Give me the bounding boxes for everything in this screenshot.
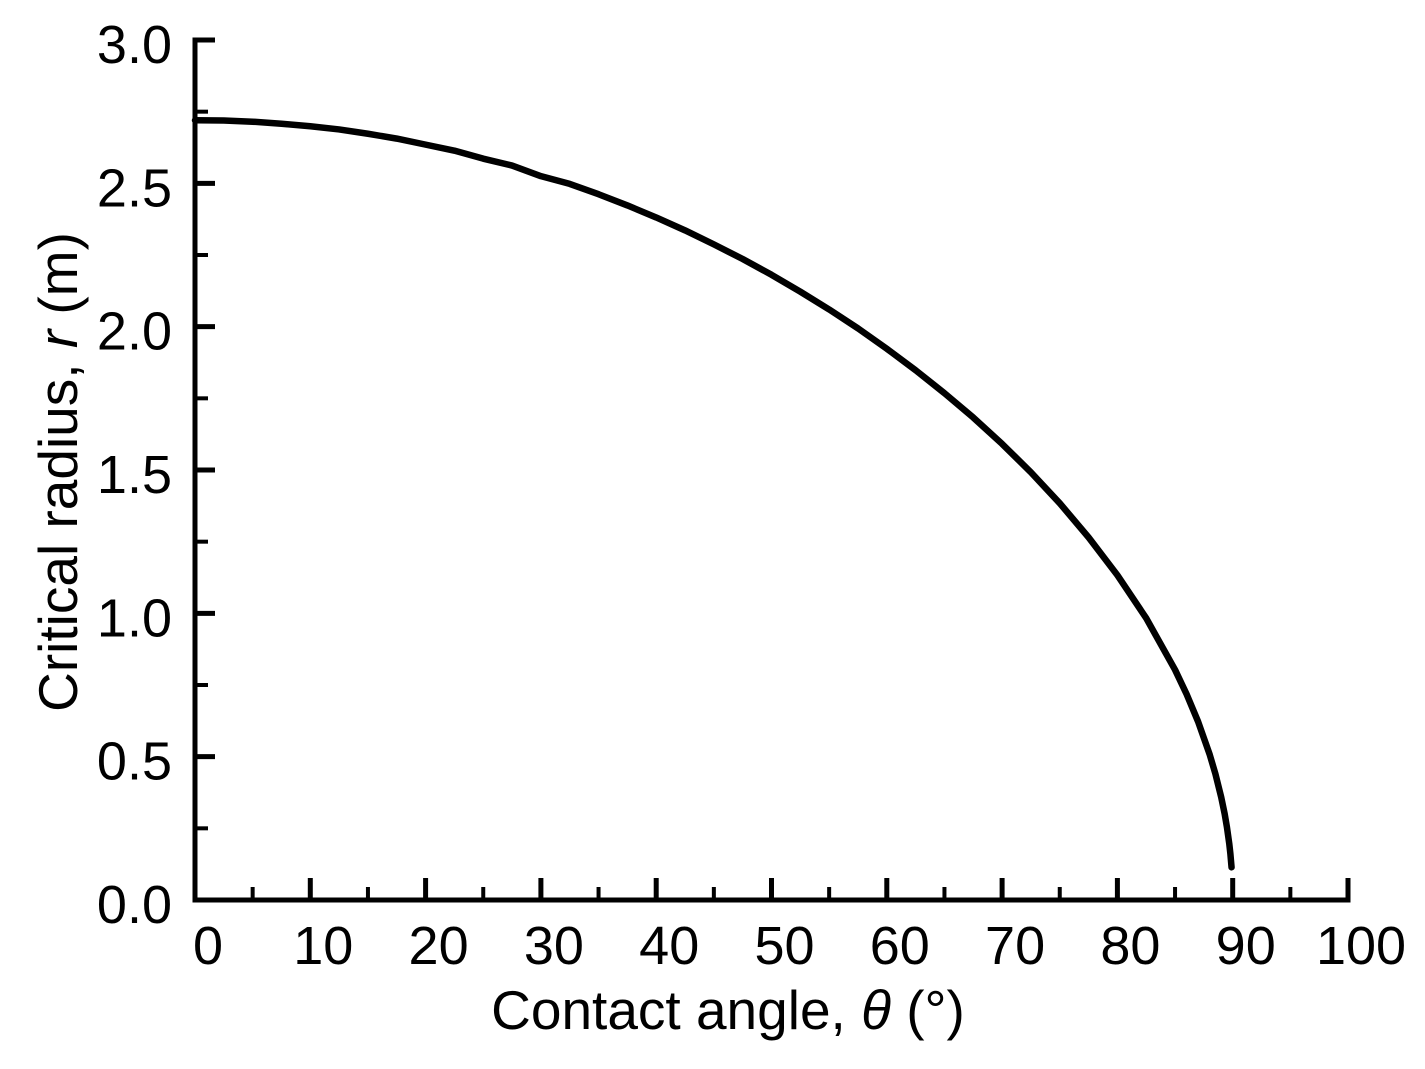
x-tick-label: 90 [1216,916,1276,976]
x-axis-title: Contact angle, θ (°) [491,979,965,1041]
x-axis-title-units: (°) [891,979,965,1041]
y-tick-label: 1.5 [97,445,172,505]
y-tick-label: 2.0 [97,302,172,362]
critical-radius-curve [191,117,1235,871]
axes-layer [192,37,1351,903]
y-axis-title-text: Critical radius, [27,348,89,712]
x-tick-label: 70 [985,916,1045,976]
x-tick-label: 30 [524,916,584,976]
x-axis-title-text: Contact angle, [491,979,861,1041]
tick-label-layer: 0 10 20 30 40 50 60 70 80 90 100 0.0 0.5 1.0 1.5 2.0 2.5… [97,15,1406,976]
x-tick-label: 20 [409,916,469,976]
y-axis-title: Critical radius, r (m) [27,232,89,712]
y-tick-label: 1.0 [97,588,172,648]
x-tick-label: 40 [639,916,699,976]
y-tick-label: 3.0 [97,15,172,75]
y-tick-label: 2.5 [97,158,172,218]
x-tick-label: 80 [1100,916,1160,976]
x-tick-label: 50 [754,916,814,976]
y-axis-title-symbol-r: r [27,327,89,348]
x-tick-label: 0 [193,916,223,976]
x-axis-title-symbol-theta: θ [861,979,891,1041]
y-tick-label: 0.0 [97,875,172,935]
curve-layer [191,117,1235,871]
y-tick-label: 0.5 [97,732,172,792]
x-tick-label: 10 [293,916,353,976]
x-tick-label: 100 [1316,916,1406,976]
y-axis-title-units: (m) [27,232,89,330]
x-tick-label: 60 [870,916,930,976]
